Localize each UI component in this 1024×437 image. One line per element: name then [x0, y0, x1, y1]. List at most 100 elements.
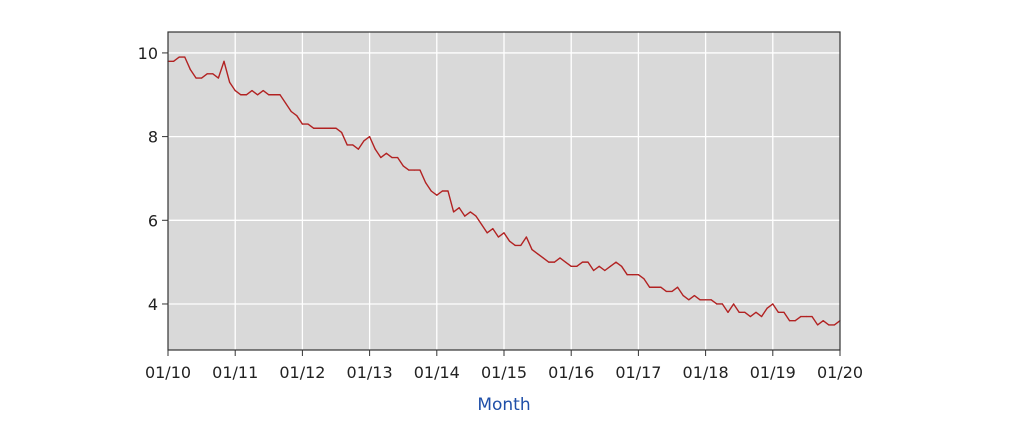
data-point	[833, 324, 836, 326]
x-tick-label: 01/12	[279, 363, 325, 382]
data-point	[565, 261, 567, 263]
data-point	[817, 324, 819, 326]
data-point	[481, 223, 483, 226]
x-tick-label: 01/20	[817, 363, 863, 382]
data-point	[548, 261, 550, 263]
data-point	[777, 311, 780, 313]
data-point	[537, 253, 539, 255]
data-point	[217, 77, 219, 79]
data-point	[173, 60, 175, 62]
data-point	[408, 169, 410, 171]
data-point	[710, 299, 712, 301]
data-point	[469, 211, 471, 213]
data-point	[693, 295, 696, 297]
data-point	[553, 261, 556, 263]
data-point	[262, 89, 264, 92]
data-point	[621, 265, 623, 267]
data-point	[654, 286, 656, 288]
data-point	[296, 115, 298, 117]
data-point	[229, 81, 231, 83]
data-point	[587, 261, 589, 263]
ticks-layer: 01/10 01/11 01/12 01/13 01/14 01/15 01/16 01/17…	[138, 44, 863, 382]
y-tick-label: 4	[148, 295, 158, 314]
data-point	[649, 286, 651, 288]
data-point	[279, 94, 281, 96]
data-point	[789, 320, 791, 322]
data-point	[335, 127, 337, 129]
data-point	[632, 274, 634, 276]
data-point	[811, 315, 813, 318]
points-layer	[167, 56, 841, 326]
data-point	[419, 169, 421, 171]
data-point	[761, 315, 763, 318]
grid-layer	[168, 32, 840, 350]
data-point	[436, 194, 438, 196]
data-point	[402, 165, 404, 167]
data-point	[206, 73, 208, 75]
data-point	[688, 299, 690, 301]
data-point	[576, 265, 578, 267]
data-point	[464, 215, 466, 217]
data-point	[341, 131, 343, 134]
data-point	[234, 89, 236, 92]
data-point	[609, 265, 612, 267]
data-point	[178, 56, 180, 58]
data-point	[716, 303, 718, 305]
data-point	[357, 148, 359, 150]
data-point	[329, 127, 331, 129]
data-point	[542, 257, 544, 259]
data-point	[677, 286, 679, 288]
data-point	[307, 123, 309, 125]
data-point	[458, 207, 460, 209]
data-point	[643, 278, 645, 280]
data-point	[615, 261, 617, 263]
data-point	[671, 290, 673, 293]
data-point	[486, 232, 488, 234]
x-tick-label: 01/14	[414, 363, 460, 382]
data-point	[385, 152, 387, 154]
data-point	[733, 303, 735, 305]
data-point	[413, 169, 415, 171]
data-point	[766, 307, 768, 309]
data-point	[240, 94, 242, 96]
data-point	[346, 144, 348, 146]
data-point	[738, 311, 740, 313]
data-point	[604, 269, 606, 272]
data-point	[425, 182, 427, 184]
x-tick-label: 01/10	[145, 363, 191, 382]
data-point	[189, 69, 191, 71]
data-point	[637, 274, 640, 276]
data-point	[492, 228, 494, 230]
data-point	[380, 156, 382, 159]
y-tick-label: 10	[138, 44, 158, 63]
data-point	[273, 94, 275, 96]
data-point	[201, 77, 203, 79]
data-point	[598, 265, 600, 267]
x-tick-label: 01/16	[548, 363, 594, 382]
data-point	[514, 244, 516, 246]
data-point	[391, 156, 393, 159]
data-point	[374, 148, 376, 150]
data-point	[660, 286, 662, 288]
data-point	[245, 94, 247, 96]
data-point	[497, 236, 499, 238]
data-point	[212, 73, 214, 75]
x-tick-label: 01/13	[347, 363, 393, 382]
data-point	[749, 315, 752, 318]
data-point	[744, 311, 746, 313]
data-point	[721, 303, 724, 305]
x-axis-title: Month	[477, 395, 530, 415]
data-point	[559, 257, 561, 259]
data-point	[509, 240, 511, 242]
y-tick-label: 6	[148, 211, 158, 230]
data-point	[531, 248, 533, 251]
data-point	[626, 274, 628, 276]
data-point	[184, 56, 186, 58]
data-point	[570, 265, 572, 267]
data-point	[772, 303, 774, 305]
data-point	[682, 295, 684, 297]
data-point	[301, 123, 303, 125]
y-tick-label: 8	[148, 128, 158, 147]
data-point	[520, 244, 522, 246]
